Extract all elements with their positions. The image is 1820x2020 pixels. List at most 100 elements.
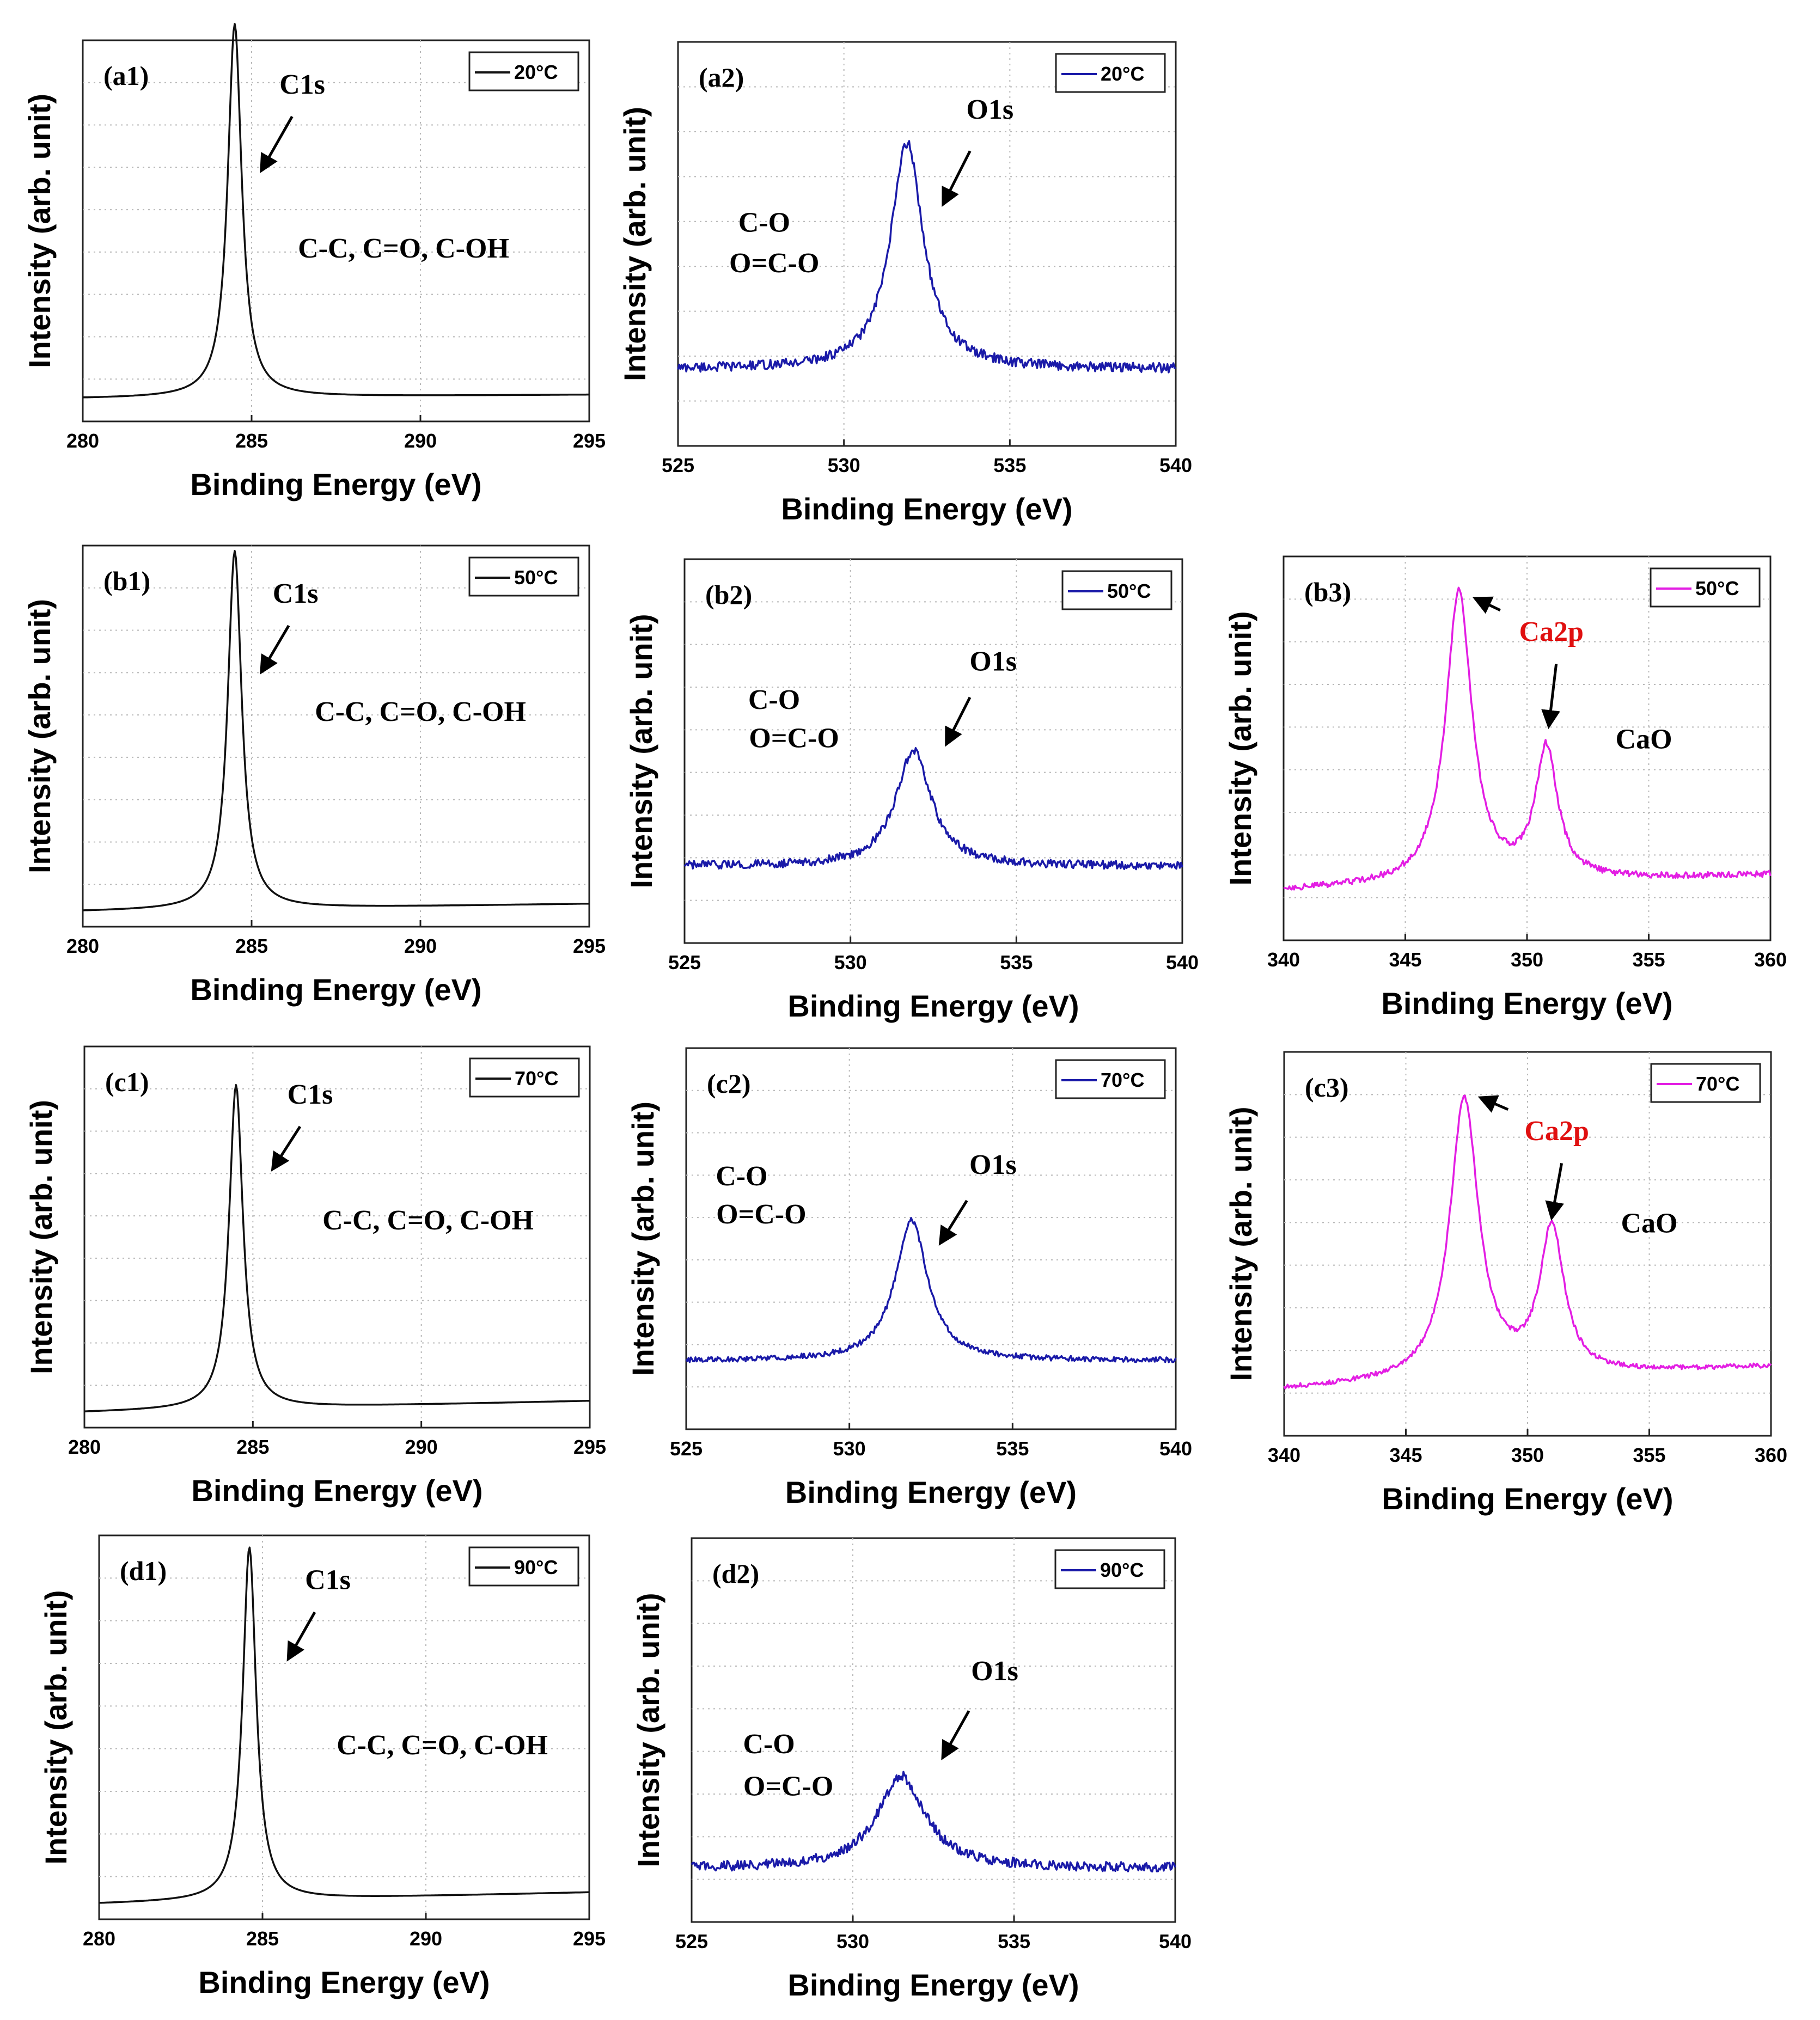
x-tick-label: 280 [68,1436,101,1458]
legend: 50°C [468,556,579,597]
annotation-arrow [941,1710,970,1760]
y-axis-label: Intensity (arb. unit) [1223,611,1257,886]
x-tick-label: 530 [834,951,867,974]
plot-frame [98,1534,590,1920]
legend-label: 50°C [1695,577,1739,599]
legend-label: 70°C [1101,1069,1144,1091]
annotation-arrow [260,115,294,174]
legend: 70°C [469,1057,580,1098]
x-tick-label: 345 [1389,948,1421,971]
x-tick-label: 540 [1159,454,1192,476]
x-tick-label: 345 [1389,1444,1422,1466]
grid-lines [84,1046,590,1428]
grid-lines [686,1048,1176,1429]
bond-label: CaO [1616,724,1672,755]
x-tick-label: 285 [246,1927,279,1950]
x-tick-label: 540 [1159,1437,1192,1460]
x-tick-label: 525 [662,454,694,476]
bond-label: C-O [716,1161,767,1192]
x-tick-label: 350 [1511,1444,1544,1466]
grid-lines [685,559,1182,943]
legend: 50°C [1061,570,1172,610]
bond-label: C-C, C=O, C-OH [322,1205,534,1236]
legend: 20°C [1055,53,1166,93]
series-line-b3 [1283,586,1772,891]
y-axis-label: Intensity (arb. unit) [618,107,652,381]
annotation-arrow [286,1611,316,1662]
legend: 70°C [1055,1059,1166,1099]
bond-label: C-O [748,684,800,715]
y-axis-label: Intensity (arb. unit) [39,1590,73,1865]
peak-label: Ca2p [1524,1116,1589,1147]
plot-frame [82,39,590,423]
peak-label: C1s [305,1565,351,1596]
peak-label: C1s [288,1079,333,1110]
panel-label: (c3) [1305,1072,1349,1103]
x-axis-label: Binding Energy (eV) [1382,1482,1673,1516]
x-tick-label: 340 [1267,948,1300,971]
annotation-arrow [942,150,972,207]
y-axis-label: Intensity (arb. unit) [22,599,57,873]
x-tick-label: 295 [573,1436,606,1458]
bond-label: O=C-O [729,248,819,279]
panel-label: (d1) [120,1556,167,1586]
x-tick-label: 280 [83,1927,115,1950]
legend-label: 90°C [514,1556,558,1578]
grid-lines [1284,556,1770,940]
x-tick-label: 540 [1159,1930,1192,1952]
x-tick-label: 280 [66,935,99,957]
panel-d1: 280 285 290 295 Binding Energy (eV) Intensity… [39,1534,606,1999]
x-tick-label: 280 [66,430,99,452]
bond-label: C-O [743,1729,795,1760]
bond-label: CaO [1621,1208,1678,1239]
panel-b3: 340 345 350 355 360 Binding Energy (eV) Intens… [1223,555,1787,1020]
panel-d2: 525 530 535 540 Binding Energy (eV) Intensity… [631,1537,1192,2002]
panel-label: (c2) [707,1068,751,1099]
y-axis-label: Intensity (arb. unit) [624,614,658,889]
x-axis-label: Binding Energy (eV) [787,989,1079,1023]
panel-label: (a1) [103,60,149,91]
peak-label: O1s [971,1656,1018,1687]
bond-label: O=C-O [743,1771,833,1802]
panel-c3: 340 345 350 355 360 Binding Energy (eV) Intens… [1224,1051,1787,1516]
annotation-arrow [1545,1163,1564,1221]
panel-label: (a2) [699,62,744,93]
grid-lines [1284,1052,1771,1436]
y-axis-label: Intensity (arb. unit) [1224,1107,1258,1381]
panel-a1: 280 285 290 295 Binding Energy (eV) Intensity… [22,23,606,501]
peak-label: C1s [273,578,319,609]
x-tick-label: 535 [1000,951,1033,974]
y-axis-label: Intensity (arb. unit) [631,1593,665,1868]
x-axis-label: Binding Energy (eV) [198,1965,490,1999]
grid-lines [83,546,589,927]
series-line-c3 [1283,1094,1772,1389]
x-tick-label: 530 [833,1437,866,1460]
series-line-a1 [82,23,589,399]
panel-label: (b2) [705,579,752,610]
x-axis-label: Binding Energy (eV) [190,972,481,1007]
x-axis-label: Binding Energy (eV) [190,467,481,501]
x-tick-label: 360 [1755,1444,1787,1466]
x-tick-label: 535 [998,1930,1030,1952]
bond-label: C-C, C=O, C-OH [337,1730,548,1761]
x-tick-label: 535 [996,1437,1029,1460]
panel-b1: 280 285 290 295 Binding Energy (eV) Intensity… [22,544,606,1007]
x-axis-label: Binding Energy (eV) [781,492,1072,526]
legend-box [1055,1059,1166,1099]
series-line-b1 [82,550,590,911]
x-tick-label: 285 [236,1436,269,1458]
annotation-arrow [945,696,972,747]
y-axis-label: Intensity (arb. unit) [24,1100,58,1374]
peak-label: O1s [966,94,1013,125]
x-tick-label: 350 [1511,948,1543,971]
x-tick-label: 290 [404,430,437,452]
x-tick-label: 295 [573,935,606,957]
legend-label: 50°C [514,566,558,589]
panel-a2: 525 530 535 540 Binding Energy (eV) Intensity… [618,41,1192,526]
x-axis-label: Binding Energy (eV) [787,1968,1079,2002]
legend: 90°C [468,1546,579,1587]
bond-label: C-C, C=O, C-OH [315,696,526,727]
panel-b2: 525 530 535 540 Binding Energy (eV) Intensity… [624,558,1199,1023]
panel-c2: 525 530 535 540 Binding Energy (eV) Intensity… [626,1047,1192,1509]
peak-label: O1s [969,1149,1017,1180]
